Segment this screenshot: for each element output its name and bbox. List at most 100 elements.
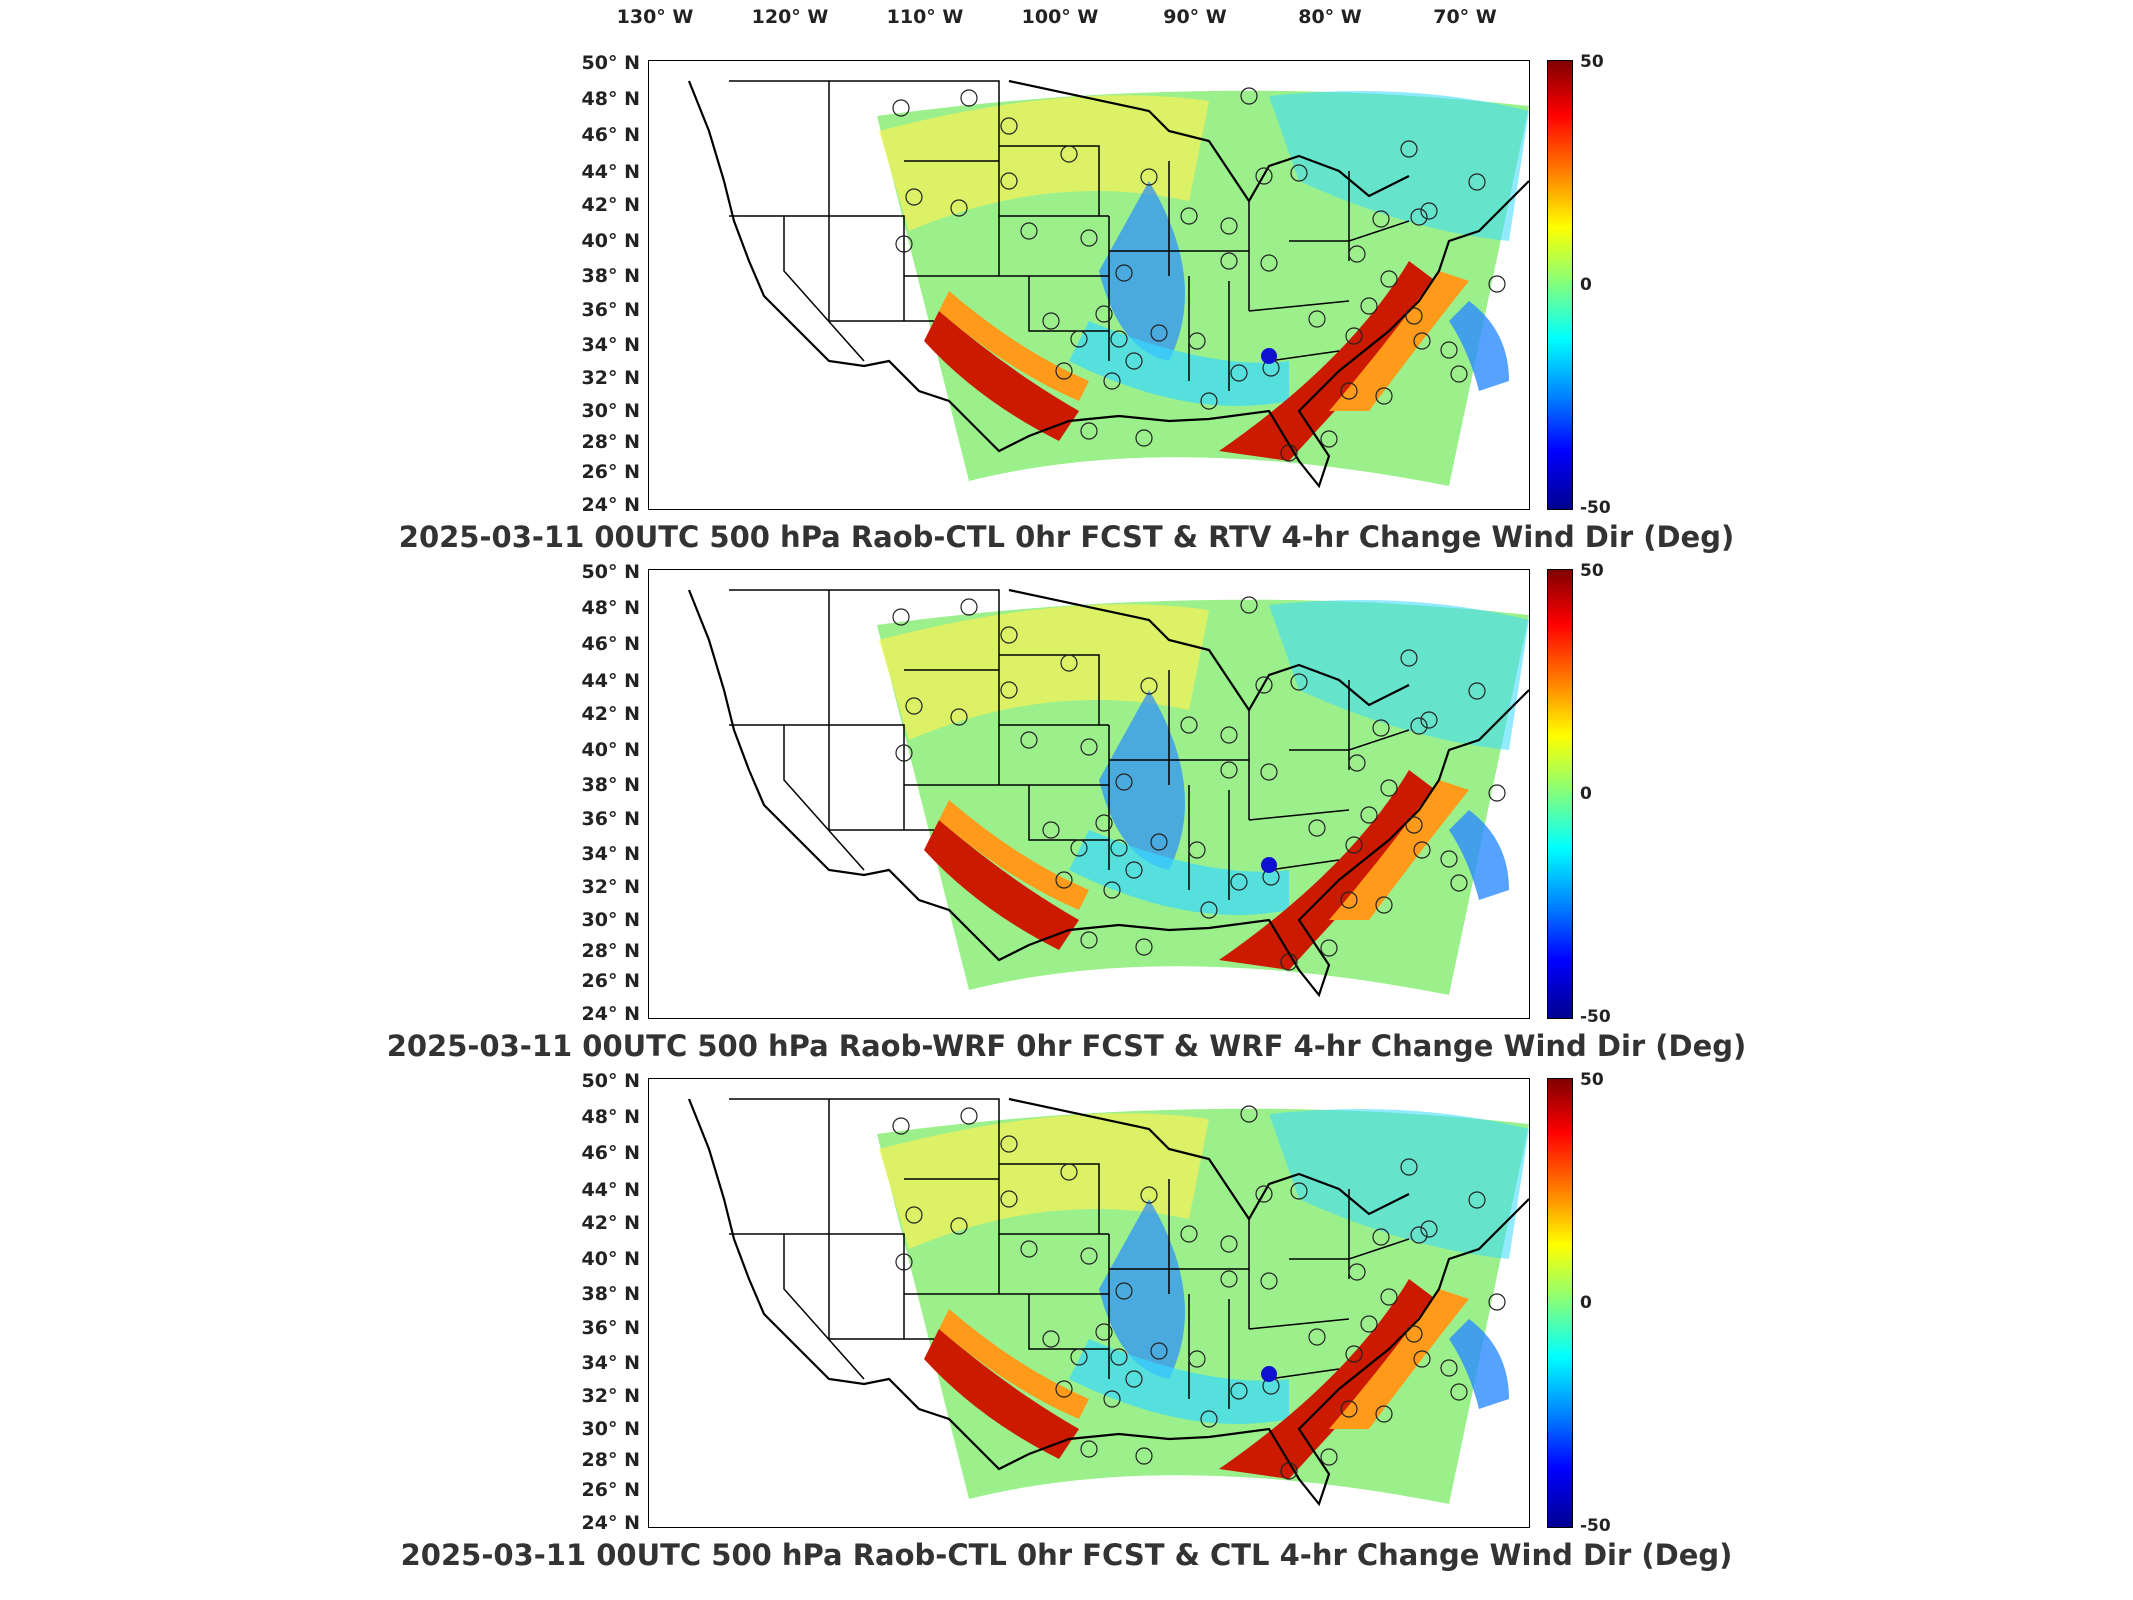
raob-station-marker (1110, 1348, 1128, 1366)
field-band (1219, 770, 1449, 970)
raob-station-marker (1413, 841, 1431, 859)
lat-label: 30° N (581, 399, 640, 422)
raob-station-marker (1255, 167, 1273, 185)
raob-station-marker (1380, 270, 1398, 288)
field-band (1269, 600, 1529, 750)
raob-station-marker (892, 608, 910, 626)
raob-station-marker (1420, 711, 1438, 729)
raob-station-marker (1410, 208, 1428, 226)
raob-station-marker (1125, 1370, 1143, 1388)
raob-station-marker (1060, 654, 1078, 672)
raob-station-marker (960, 598, 978, 616)
raob-station-marker (1280, 953, 1298, 971)
colorbar-mid-label: 0 (1580, 1293, 1592, 1313)
raob-station-marker (1055, 871, 1073, 889)
raob-station-marker (1125, 861, 1143, 879)
field-band (939, 1309, 1089, 1419)
raob-station-marker (1360, 1315, 1378, 1333)
colorbar (1547, 569, 1573, 1019)
raob-station-marker (1450, 365, 1468, 383)
raob-station-marker (1200, 392, 1218, 410)
lat-label: 38° N (581, 774, 640, 797)
raob-station-marker (1260, 254, 1278, 272)
raob-station-marker (1055, 1380, 1073, 1398)
raob-station-marker (1070, 839, 1088, 857)
lon-label: 70° W (1433, 6, 1497, 28)
raob-station-marker (1450, 1383, 1468, 1401)
raob-station-marker (1188, 332, 1206, 350)
raob-station-marker (1372, 1228, 1390, 1246)
raob-station-marker (1280, 444, 1298, 462)
lat-label: 46° N (581, 1141, 640, 1164)
field-band (879, 95, 1209, 232)
raob-station-marker (1095, 305, 1113, 323)
lat-label: 38° N (581, 1283, 640, 1306)
raob-station-marker (1020, 222, 1038, 240)
raob-station-marker (1290, 1182, 1308, 1200)
raob-station-marker (1042, 821, 1060, 839)
raob-station-marker (1000, 1190, 1018, 1208)
lat-label: 36° N (581, 807, 640, 830)
raob-station-marker (1320, 939, 1338, 957)
raob-station-marker (1230, 873, 1248, 891)
raob-station-marker (1042, 1330, 1060, 1348)
raob-station-marker (1468, 1191, 1486, 1209)
colorbar-mid-label: 0 (1580, 275, 1592, 295)
raob-station-marker (1060, 1163, 1078, 1181)
lat-label: 42° N (581, 703, 640, 726)
raob-station-marker (895, 744, 913, 762)
raob-station-marker (1000, 1135, 1018, 1153)
raob-station-marker (1260, 1272, 1278, 1290)
colorbar-max-label: 50 (1580, 52, 1604, 72)
raob-station-marker (1095, 814, 1113, 832)
raob-station-marker (1188, 841, 1206, 859)
raob-station-marker (892, 99, 910, 117)
raob-station-marker (1405, 816, 1423, 834)
raob-station-marker (1000, 117, 1018, 135)
lat-label: 28° N (581, 430, 640, 453)
raob-station-marker (1340, 891, 1358, 909)
raob-station-marker (905, 1206, 923, 1224)
raob-station-marker (1103, 372, 1121, 390)
panel-title: 2025-03-11 00UTC 500 hPa Raob-CTL 0hr FC… (398, 520, 1735, 554)
raob-station-marker (1080, 931, 1098, 949)
raob-station-marker (1080, 738, 1098, 756)
raob-station-marker (1420, 202, 1438, 220)
field-band (1069, 321, 1289, 406)
raob-station-marker (1150, 833, 1168, 851)
field-band (1219, 261, 1449, 461)
raob-station-marker (1135, 938, 1153, 956)
raob-station-marker (1488, 1293, 1506, 1311)
raob-station-marker (905, 188, 923, 206)
raob-station-marker (1345, 1345, 1363, 1363)
raob-station-marker (895, 1253, 913, 1271)
lat-label: 36° N (581, 1316, 640, 1339)
state-boundaries (729, 589, 1410, 900)
lat-label: 48° N (581, 87, 640, 110)
raob-station-marker (1220, 761, 1238, 779)
field-band (1099, 1199, 1185, 1379)
raob-station-marker (1080, 422, 1098, 440)
raob-station-marker-filled (1261, 857, 1277, 873)
lat-label: 30° N (581, 908, 640, 931)
map-svg (687, 588, 1529, 998)
raob-station-marker (1260, 763, 1278, 781)
raob-station-marker (1060, 145, 1078, 163)
raob-station-marker (1135, 429, 1153, 447)
raob-station-marker (905, 697, 923, 715)
raob-station-marker (892, 1117, 910, 1135)
field-band (1099, 690, 1185, 870)
lat-label: 40° N (581, 230, 640, 253)
field-band (1449, 1319, 1509, 1409)
raob-station-marker (1095, 1323, 1113, 1341)
map-plot (648, 569, 1530, 1019)
raob-station-marker (1020, 1240, 1038, 1258)
raob-station-marker (950, 199, 968, 217)
lat-label: 42° N (581, 194, 640, 217)
colorbar-min-label: -50 (1580, 1007, 1611, 1027)
raob-station-marker (1070, 330, 1088, 348)
raob-station-marker (960, 89, 978, 107)
raob-station-marker (1400, 649, 1418, 667)
raob-station-marker (1440, 1359, 1458, 1377)
raob-station-marker (1220, 252, 1238, 270)
